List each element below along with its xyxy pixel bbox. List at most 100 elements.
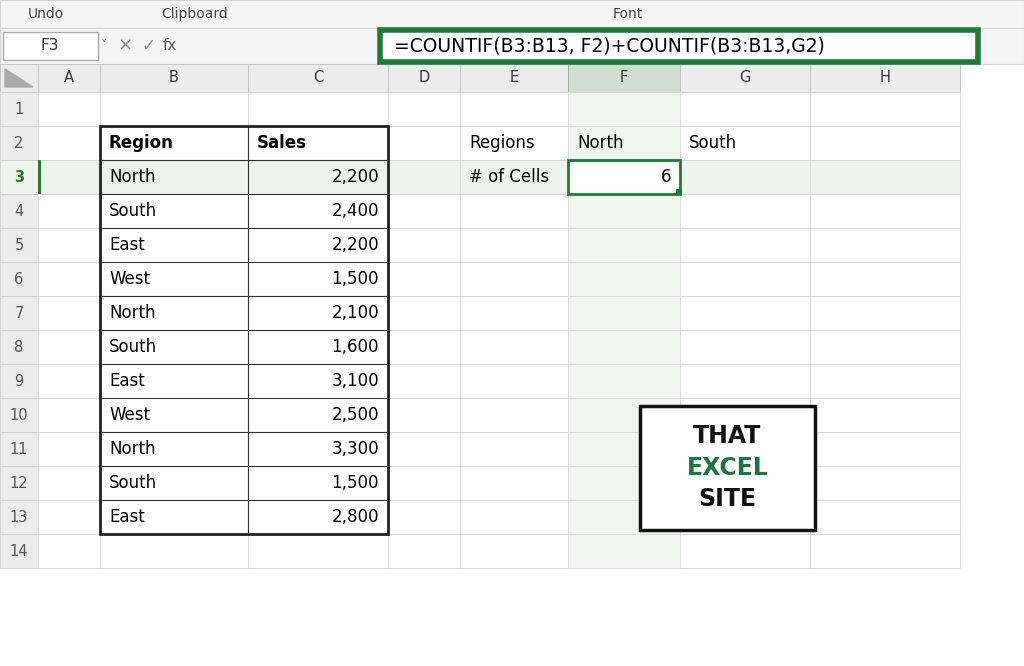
- Bar: [388, 330, 460, 364]
- Bar: [0, 466, 38, 500]
- Bar: [38, 228, 100, 262]
- Bar: [0, 64, 38, 92]
- Bar: [810, 364, 961, 398]
- Bar: [248, 92, 388, 126]
- Bar: [680, 330, 810, 364]
- Text: A: A: [63, 71, 74, 85]
- Bar: [680, 364, 810, 398]
- Bar: [680, 228, 810, 262]
- Text: H: H: [880, 71, 891, 85]
- Text: North: North: [109, 168, 156, 186]
- Bar: [568, 228, 680, 262]
- Bar: [388, 228, 460, 262]
- Bar: [248, 228, 388, 262]
- Bar: [460, 126, 568, 160]
- Bar: [460, 364, 568, 398]
- Bar: [568, 160, 680, 194]
- Bar: [248, 194, 388, 228]
- Bar: [0, 0, 1024, 28]
- Bar: [38, 500, 961, 534]
- Bar: [38, 64, 100, 92]
- Text: Clipboard: Clipboard: [162, 7, 228, 21]
- Bar: [38, 466, 961, 500]
- Text: 13: 13: [10, 509, 29, 525]
- Text: Font: Font: [613, 7, 643, 21]
- Bar: [460, 330, 568, 364]
- Bar: [568, 160, 680, 194]
- Bar: [38, 262, 961, 296]
- Bar: [248, 160, 388, 194]
- Text: 10: 10: [9, 408, 29, 422]
- Text: 2,200: 2,200: [332, 168, 379, 186]
- Bar: [0, 262, 38, 296]
- Text: East: East: [109, 236, 144, 254]
- Bar: [100, 296, 248, 330]
- Text: =COUNTIF(B3:B13, F2)+COUNTIF(B3:B13,G2): =COUNTIF(B3:B13, F2)+COUNTIF(B3:B13,G2): [394, 37, 825, 55]
- Bar: [380, 30, 978, 62]
- Bar: [460, 432, 568, 466]
- Bar: [248, 466, 388, 500]
- Bar: [568, 262, 680, 296]
- Bar: [388, 160, 460, 194]
- Text: 3: 3: [14, 170, 24, 184]
- Bar: [248, 126, 388, 160]
- Bar: [810, 262, 961, 296]
- Text: Sales: Sales: [257, 134, 307, 152]
- Bar: [568, 500, 680, 534]
- Bar: [38, 534, 100, 568]
- Bar: [460, 160, 568, 194]
- Bar: [676, 189, 682, 195]
- Bar: [248, 534, 388, 568]
- Text: West: West: [109, 270, 150, 288]
- Bar: [0, 194, 38, 228]
- Text: 11: 11: [10, 442, 29, 456]
- Bar: [810, 534, 961, 568]
- Bar: [568, 330, 680, 364]
- Bar: [460, 398, 568, 432]
- Text: Regions: Regions: [469, 134, 535, 152]
- Bar: [810, 160, 961, 194]
- Bar: [0, 432, 38, 466]
- Bar: [388, 432, 460, 466]
- Bar: [810, 126, 961, 160]
- Bar: [38, 534, 961, 568]
- Bar: [38, 92, 100, 126]
- Text: ˅: ˅: [101, 39, 108, 53]
- Bar: [100, 92, 248, 126]
- Bar: [568, 64, 680, 92]
- Bar: [388, 262, 460, 296]
- Bar: [38, 500, 100, 534]
- Bar: [248, 432, 388, 466]
- Text: 12: 12: [9, 476, 29, 490]
- Bar: [0, 28, 1024, 64]
- Text: South: South: [109, 474, 157, 492]
- Bar: [680, 466, 810, 500]
- Bar: [680, 534, 810, 568]
- Text: D: D: [419, 71, 430, 85]
- Bar: [810, 500, 961, 534]
- Bar: [0, 330, 38, 364]
- Bar: [100, 160, 248, 194]
- Bar: [38, 160, 100, 194]
- Text: 8: 8: [14, 340, 24, 354]
- Bar: [388, 364, 460, 398]
- Bar: [460, 534, 568, 568]
- Bar: [0, 92, 38, 126]
- Text: # of Cells: # of Cells: [469, 168, 549, 186]
- Bar: [38, 398, 961, 432]
- Text: SITE: SITE: [698, 487, 757, 511]
- Bar: [388, 92, 460, 126]
- Bar: [38, 92, 961, 126]
- Bar: [810, 64, 961, 92]
- Bar: [100, 194, 248, 228]
- Bar: [100, 262, 248, 296]
- Bar: [460, 64, 568, 92]
- Text: 2,500: 2,500: [332, 406, 379, 424]
- Text: 4: 4: [14, 204, 24, 218]
- Text: 2,400: 2,400: [332, 202, 379, 220]
- Bar: [810, 432, 961, 466]
- Bar: [100, 126, 388, 534]
- Bar: [568, 534, 680, 568]
- Bar: [248, 296, 388, 330]
- Bar: [460, 296, 568, 330]
